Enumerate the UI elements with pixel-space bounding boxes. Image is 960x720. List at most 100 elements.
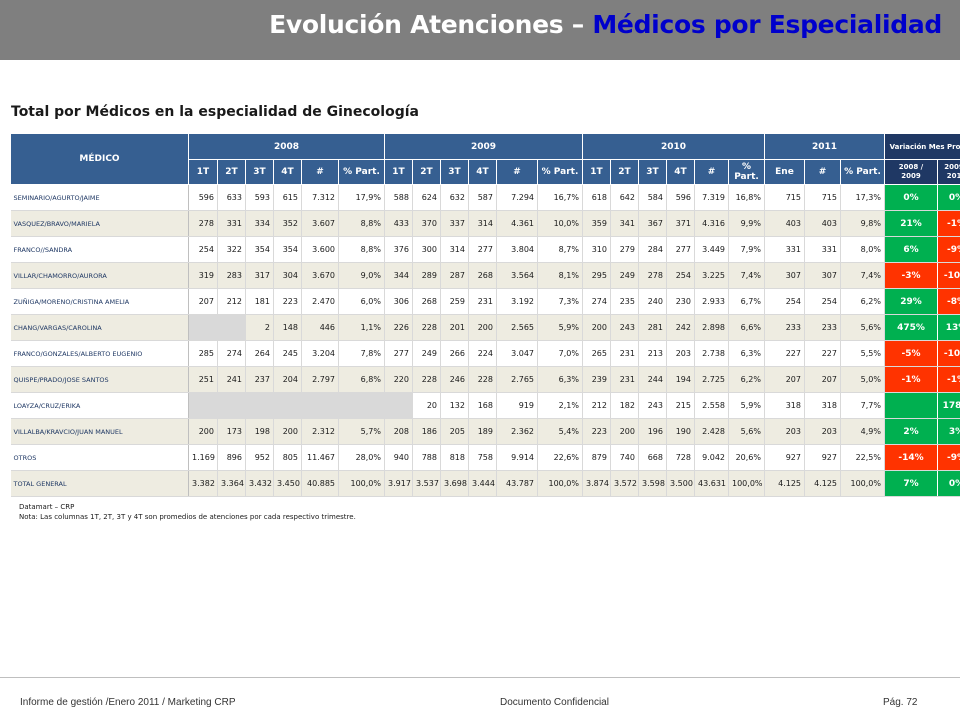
physicians-table: MÉDICO 2008 2009 2010 2011 Variación Mes… bbox=[10, 133, 960, 497]
header-year-2008: 2008 bbox=[188, 133, 385, 160]
footer-left: Informe de gestión /Enero 2011 / Marketi… bbox=[20, 697, 236, 708]
cell-2011-2: 5,5% bbox=[840, 340, 885, 367]
cell-2008-0: 285 bbox=[188, 340, 218, 367]
cell-2011-2: 7,4% bbox=[840, 262, 885, 289]
cell-2008-5: 7,8% bbox=[338, 340, 385, 367]
cell-2008-0: 1.169 bbox=[188, 444, 218, 471]
cell-2010-2: 244 bbox=[638, 366, 667, 393]
cell-2008-1: 896 bbox=[217, 444, 246, 471]
cell-2010-1: 249 bbox=[610, 262, 639, 289]
variation-2009-2010: 178% bbox=[937, 392, 960, 419]
variation-2009-2010: -10% bbox=[937, 262, 960, 289]
cell-2008-1: 3.364 bbox=[217, 470, 246, 497]
cell-2010-4: 4.316 bbox=[694, 210, 729, 237]
cell-2010-1: 341 bbox=[610, 210, 639, 237]
cell-2008-3: 223 bbox=[273, 288, 302, 315]
cell-2011-1: 254 bbox=[804, 288, 841, 315]
variation-2009-2010: -9% bbox=[937, 236, 960, 263]
table-container: MÉDICO 2008 2009 2010 2011 Variación Mes… bbox=[10, 133, 960, 497]
physician-name: TOTAL GENERAL bbox=[10, 470, 189, 497]
physician-name: VASQUEZ/BRAVO/MARIELA bbox=[10, 210, 189, 237]
cell-2008-5: 8,8% bbox=[338, 236, 385, 263]
cell-2010-0: 3.874 bbox=[582, 470, 611, 497]
cell-2008-0: 278 bbox=[188, 210, 218, 237]
cell-2008-4: 2.797 bbox=[301, 366, 339, 393]
header-2010-3t: 3T bbox=[638, 159, 667, 185]
cell-2011-1: 307 bbox=[804, 262, 841, 289]
cell-2009-5: 16,7% bbox=[537, 184, 583, 211]
cell-2011-2: 7,7% bbox=[840, 392, 885, 419]
variation-2009-2010: -8% bbox=[937, 288, 960, 315]
cell-2009-4: 4.361 bbox=[496, 210, 538, 237]
cell-2009-2: 818 bbox=[440, 444, 469, 471]
cell-2009-2: 266 bbox=[440, 340, 469, 367]
header-2010-part: % Part. bbox=[728, 159, 765, 185]
cell-2009-2: 201 bbox=[440, 314, 469, 341]
cell-2009-1: 624 bbox=[412, 184, 441, 211]
cell-2009-0: 226 bbox=[384, 314, 413, 341]
cell-2011-1: 715 bbox=[804, 184, 841, 211]
cell-2010-1: 279 bbox=[610, 236, 639, 263]
table-row: FRANCO/GONZALES/ALBERTO EUGENIO 285 274 264… bbox=[10, 340, 960, 367]
cell-2009-1: 300 bbox=[412, 236, 441, 263]
cell-2009-3: 314 bbox=[468, 210, 497, 237]
cell-2009-3: 228 bbox=[468, 366, 497, 393]
cell-2010-1: 740 bbox=[610, 444, 639, 471]
variation-2008-2009: 29% bbox=[884, 288, 938, 315]
variation-2008-2009: -5% bbox=[884, 340, 938, 367]
cell-2009-5: 2,1% bbox=[537, 392, 583, 419]
cell-2010-3: 215 bbox=[666, 392, 695, 419]
cell-2010-4: 3.449 bbox=[694, 236, 729, 263]
cell-2009-2: 205 bbox=[440, 418, 469, 445]
cell-2009-0: 220 bbox=[384, 366, 413, 393]
cell-2008-2: 2 bbox=[245, 314, 274, 341]
cell-2009-2: 337 bbox=[440, 210, 469, 237]
cell-2008-1: 322 bbox=[217, 236, 246, 263]
cell-2008-5 bbox=[338, 392, 385, 419]
cell-2010-1: 642 bbox=[610, 184, 639, 211]
cell-2010-5: 20,6% bbox=[728, 444, 765, 471]
variation-2008-2009: 475% bbox=[884, 314, 938, 341]
cell-2011-1: 927 bbox=[804, 444, 841, 471]
cell-2008-5: 9,0% bbox=[338, 262, 385, 289]
cell-2008-3 bbox=[273, 392, 302, 419]
cell-2010-0: 359 bbox=[582, 210, 611, 237]
cell-2011-0: 927 bbox=[764, 444, 805, 471]
table-total-row: TOTAL GENERAL 3.382 3.364 3.432 3.450 40.885 1… bbox=[10, 470, 960, 497]
cell-2009-4: 3.047 bbox=[496, 340, 538, 367]
table-row: FRANCO//SANDRA 254 322 354 354 3.600 8,8% 376 30… bbox=[10, 236, 960, 263]
cell-2009-0: 277 bbox=[384, 340, 413, 367]
cell-2011-1: 233 bbox=[804, 314, 841, 341]
cell-2011-0: 307 bbox=[764, 262, 805, 289]
cell-2009-5: 5,4% bbox=[537, 418, 583, 445]
cell-2009-2: 259 bbox=[440, 288, 469, 315]
cell-2010-4: 2.933 bbox=[694, 288, 729, 315]
header-2008-4t: 4T bbox=[273, 159, 302, 185]
header-medico: MÉDICO bbox=[10, 133, 189, 185]
cell-2010-0: 274 bbox=[582, 288, 611, 315]
cell-2010-1: 231 bbox=[610, 340, 639, 367]
cell-2008-3: 352 bbox=[273, 210, 302, 237]
cell-2009-1: 249 bbox=[412, 340, 441, 367]
cell-2008-4: 40.885 bbox=[301, 470, 339, 497]
header-2010-total: # bbox=[694, 159, 729, 185]
cell-2009-3: 268 bbox=[468, 262, 497, 289]
cell-2008-3: 148 bbox=[273, 314, 302, 341]
cell-2008-1: 633 bbox=[217, 184, 246, 211]
cell-2010-1: 235 bbox=[610, 288, 639, 315]
cell-2010-5: 6,2% bbox=[728, 366, 765, 393]
cell-2008-2: 198 bbox=[245, 418, 274, 445]
cell-2010-3: 190 bbox=[666, 418, 695, 445]
variation-2008-2009 bbox=[884, 392, 938, 419]
cell-2010-3: 242 bbox=[666, 314, 695, 341]
table-row: CHANG/VARGAS/CAROLINA 2 148 446 1,1% 226 228 20… bbox=[10, 314, 960, 341]
cell-2011-1: 207 bbox=[804, 366, 841, 393]
cell-2009-5: 5,9% bbox=[537, 314, 583, 341]
cell-2010-5: 100,0% bbox=[728, 470, 765, 497]
variation-2009-2010: -1% bbox=[937, 210, 960, 237]
cell-2008-4: 11.467 bbox=[301, 444, 339, 471]
physician-name: VILLALBA/KRAVCIO/JUAN MANUEL bbox=[10, 418, 189, 445]
header-2009-1t: 1T bbox=[384, 159, 413, 185]
cell-2010-2: 240 bbox=[638, 288, 667, 315]
cell-2010-0: 879 bbox=[582, 444, 611, 471]
